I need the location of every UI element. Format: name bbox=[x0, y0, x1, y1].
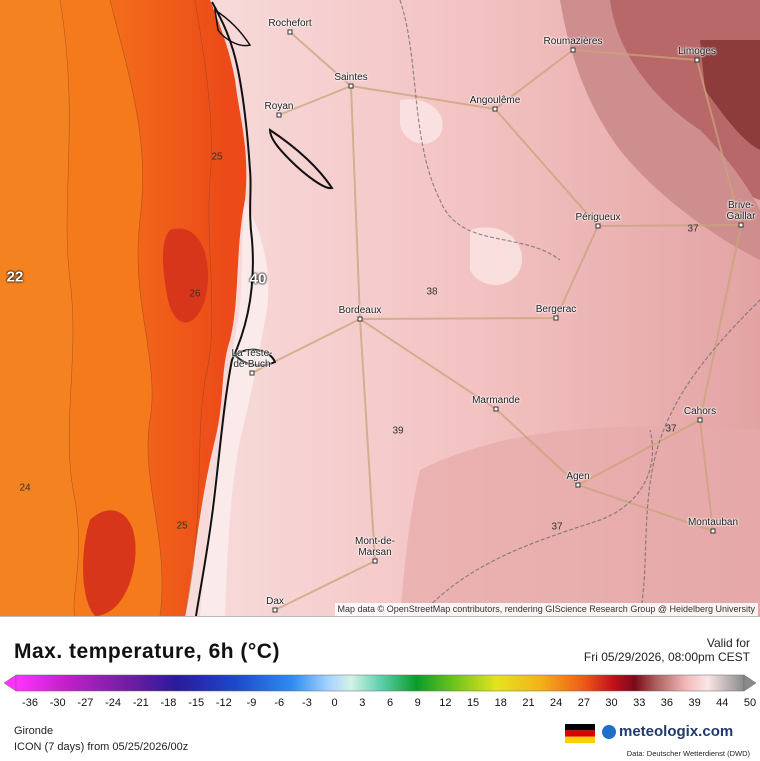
map-canvas bbox=[0, 0, 760, 616]
data-source: Data: Deutscher Wetterdienst (DWD) bbox=[626, 749, 750, 758]
contour-label: 37 bbox=[551, 521, 563, 533]
region-name: Gironde bbox=[14, 725, 54, 737]
valid-date: Fri 05/29/2026, 08:00pm CEST bbox=[583, 650, 750, 664]
scale-tick-label: 21 bbox=[522, 697, 535, 709]
city-label: Limoges bbox=[678, 46, 716, 57]
city-label: Marmande bbox=[472, 395, 520, 406]
legend-panel: Max. temperature, 6h (°C) Valid for Fri … bbox=[0, 616, 760, 761]
scale-tick-label: 24 bbox=[550, 697, 563, 709]
scale-tick-label: 50 bbox=[743, 697, 757, 709]
scale-tick-label: 15 bbox=[466, 697, 480, 709]
contour-label: 39 bbox=[392, 425, 404, 437]
city-marker bbox=[493, 406, 499, 412]
city-label: Montauban bbox=[687, 517, 739, 528]
city-label: Royan bbox=[264, 101, 294, 112]
city-label: Périgueux bbox=[575, 212, 621, 223]
city-label: Brive- Gaillar bbox=[726, 200, 756, 222]
chart-title: Max. temperature, 6h (°C) bbox=[14, 640, 280, 663]
scale-tick-label: 30 bbox=[605, 697, 618, 709]
scale-tick-label: 33 bbox=[633, 697, 646, 709]
map-attribution: Map data © OpenStreetMap contributors, r… bbox=[334, 603, 758, 616]
scale-tick-label: -18 bbox=[160, 697, 177, 709]
contour-label: 24 bbox=[19, 482, 31, 494]
scale-tick-label: 12 bbox=[439, 697, 452, 709]
city-marker bbox=[710, 528, 716, 534]
emphasized-contour-label: 40 bbox=[249, 270, 267, 288]
scale-tick-label: -36 bbox=[22, 697, 38, 709]
contour-label: 25 bbox=[176, 520, 188, 532]
city-marker bbox=[553, 315, 559, 321]
city-label: Bordeaux bbox=[338, 305, 382, 316]
brand-name[interactable]: meteologix.com bbox=[619, 723, 734, 740]
scale-tick-label: 6 bbox=[386, 697, 394, 709]
contour-label: 37 bbox=[687, 223, 699, 235]
city-marker bbox=[276, 112, 282, 118]
scale-tick-label: -15 bbox=[188, 697, 205, 709]
scale-tick-label: -12 bbox=[215, 697, 232, 709]
contour-label: 26 bbox=[189, 288, 201, 300]
scale-tick-label: -3 bbox=[302, 697, 312, 709]
city-label: Mont-de- Marsan bbox=[354, 536, 396, 558]
city-marker bbox=[492, 106, 498, 112]
scale-tick-label: -24 bbox=[105, 697, 122, 709]
city-marker bbox=[249, 370, 255, 376]
city-label: Rochefort bbox=[268, 18, 312, 29]
city-label: Agen bbox=[566, 471, 590, 482]
scale-tick-label: 3 bbox=[359, 697, 366, 709]
city-label: Dax bbox=[266, 596, 284, 607]
meteologix-logo-icon bbox=[602, 725, 616, 739]
germany-flag-icon bbox=[565, 724, 595, 743]
city-label: Roumazières bbox=[543, 36, 603, 47]
scale-tick-label: -9 bbox=[246, 697, 257, 709]
color-scale-ticks: -36 -30 -27 -24 -21 -18 -15 -12 -9 -6 -3 0 3 6 9 12 15 18… bbox=[0, 697, 760, 711]
valid-label: Valid for bbox=[706, 636, 750, 650]
scale-tick-label: -27 bbox=[77, 697, 94, 709]
city-label: Saintes bbox=[334, 72, 368, 83]
contour-label: 37 bbox=[665, 423, 677, 435]
scale-tick-label: 9 bbox=[414, 697, 421, 709]
scale-tick-label: 27 bbox=[577, 697, 590, 709]
contour-label: 25 bbox=[211, 151, 223, 163]
city-marker bbox=[595, 223, 601, 229]
scale-tick-label: 44 bbox=[716, 697, 729, 709]
color-scale-bar bbox=[3, 674, 757, 692]
scale-tick-label: -6 bbox=[274, 697, 285, 709]
city-marker bbox=[570, 47, 576, 53]
model-run: ICON (7 days) from 05/25/2026/00z bbox=[14, 741, 189, 753]
city-marker bbox=[694, 57, 700, 63]
scale-tick-label: 18 bbox=[494, 697, 507, 709]
city-marker bbox=[738, 222, 744, 228]
contour-label: 38 bbox=[426, 286, 438, 298]
city-marker bbox=[357, 316, 363, 322]
city-label: Angoulême bbox=[469, 95, 521, 106]
temperature-map[interactable]: Rochefort Saintes Royan Roumazières Limoges A… bbox=[0, 0, 760, 616]
emphasized-contour-label: 22 bbox=[6, 268, 24, 286]
city-label: Cahors bbox=[683, 406, 717, 417]
city-marker bbox=[372, 558, 378, 564]
city-marker bbox=[575, 482, 581, 488]
scale-tick-label: -21 bbox=[132, 697, 149, 709]
scale-tick-label: 39 bbox=[688, 697, 701, 709]
city-label: La Teste-de-Buch bbox=[231, 348, 273, 370]
scale-tick-label: -30 bbox=[49, 697, 66, 709]
city-label: Bergerac bbox=[535, 304, 577, 315]
city-marker bbox=[287, 29, 293, 35]
scale-tick-label: 36 bbox=[660, 697, 674, 709]
city-marker bbox=[697, 417, 703, 423]
city-marker bbox=[348, 83, 354, 89]
city-marker bbox=[272, 607, 278, 613]
scale-tick-label: 0 bbox=[331, 697, 338, 709]
